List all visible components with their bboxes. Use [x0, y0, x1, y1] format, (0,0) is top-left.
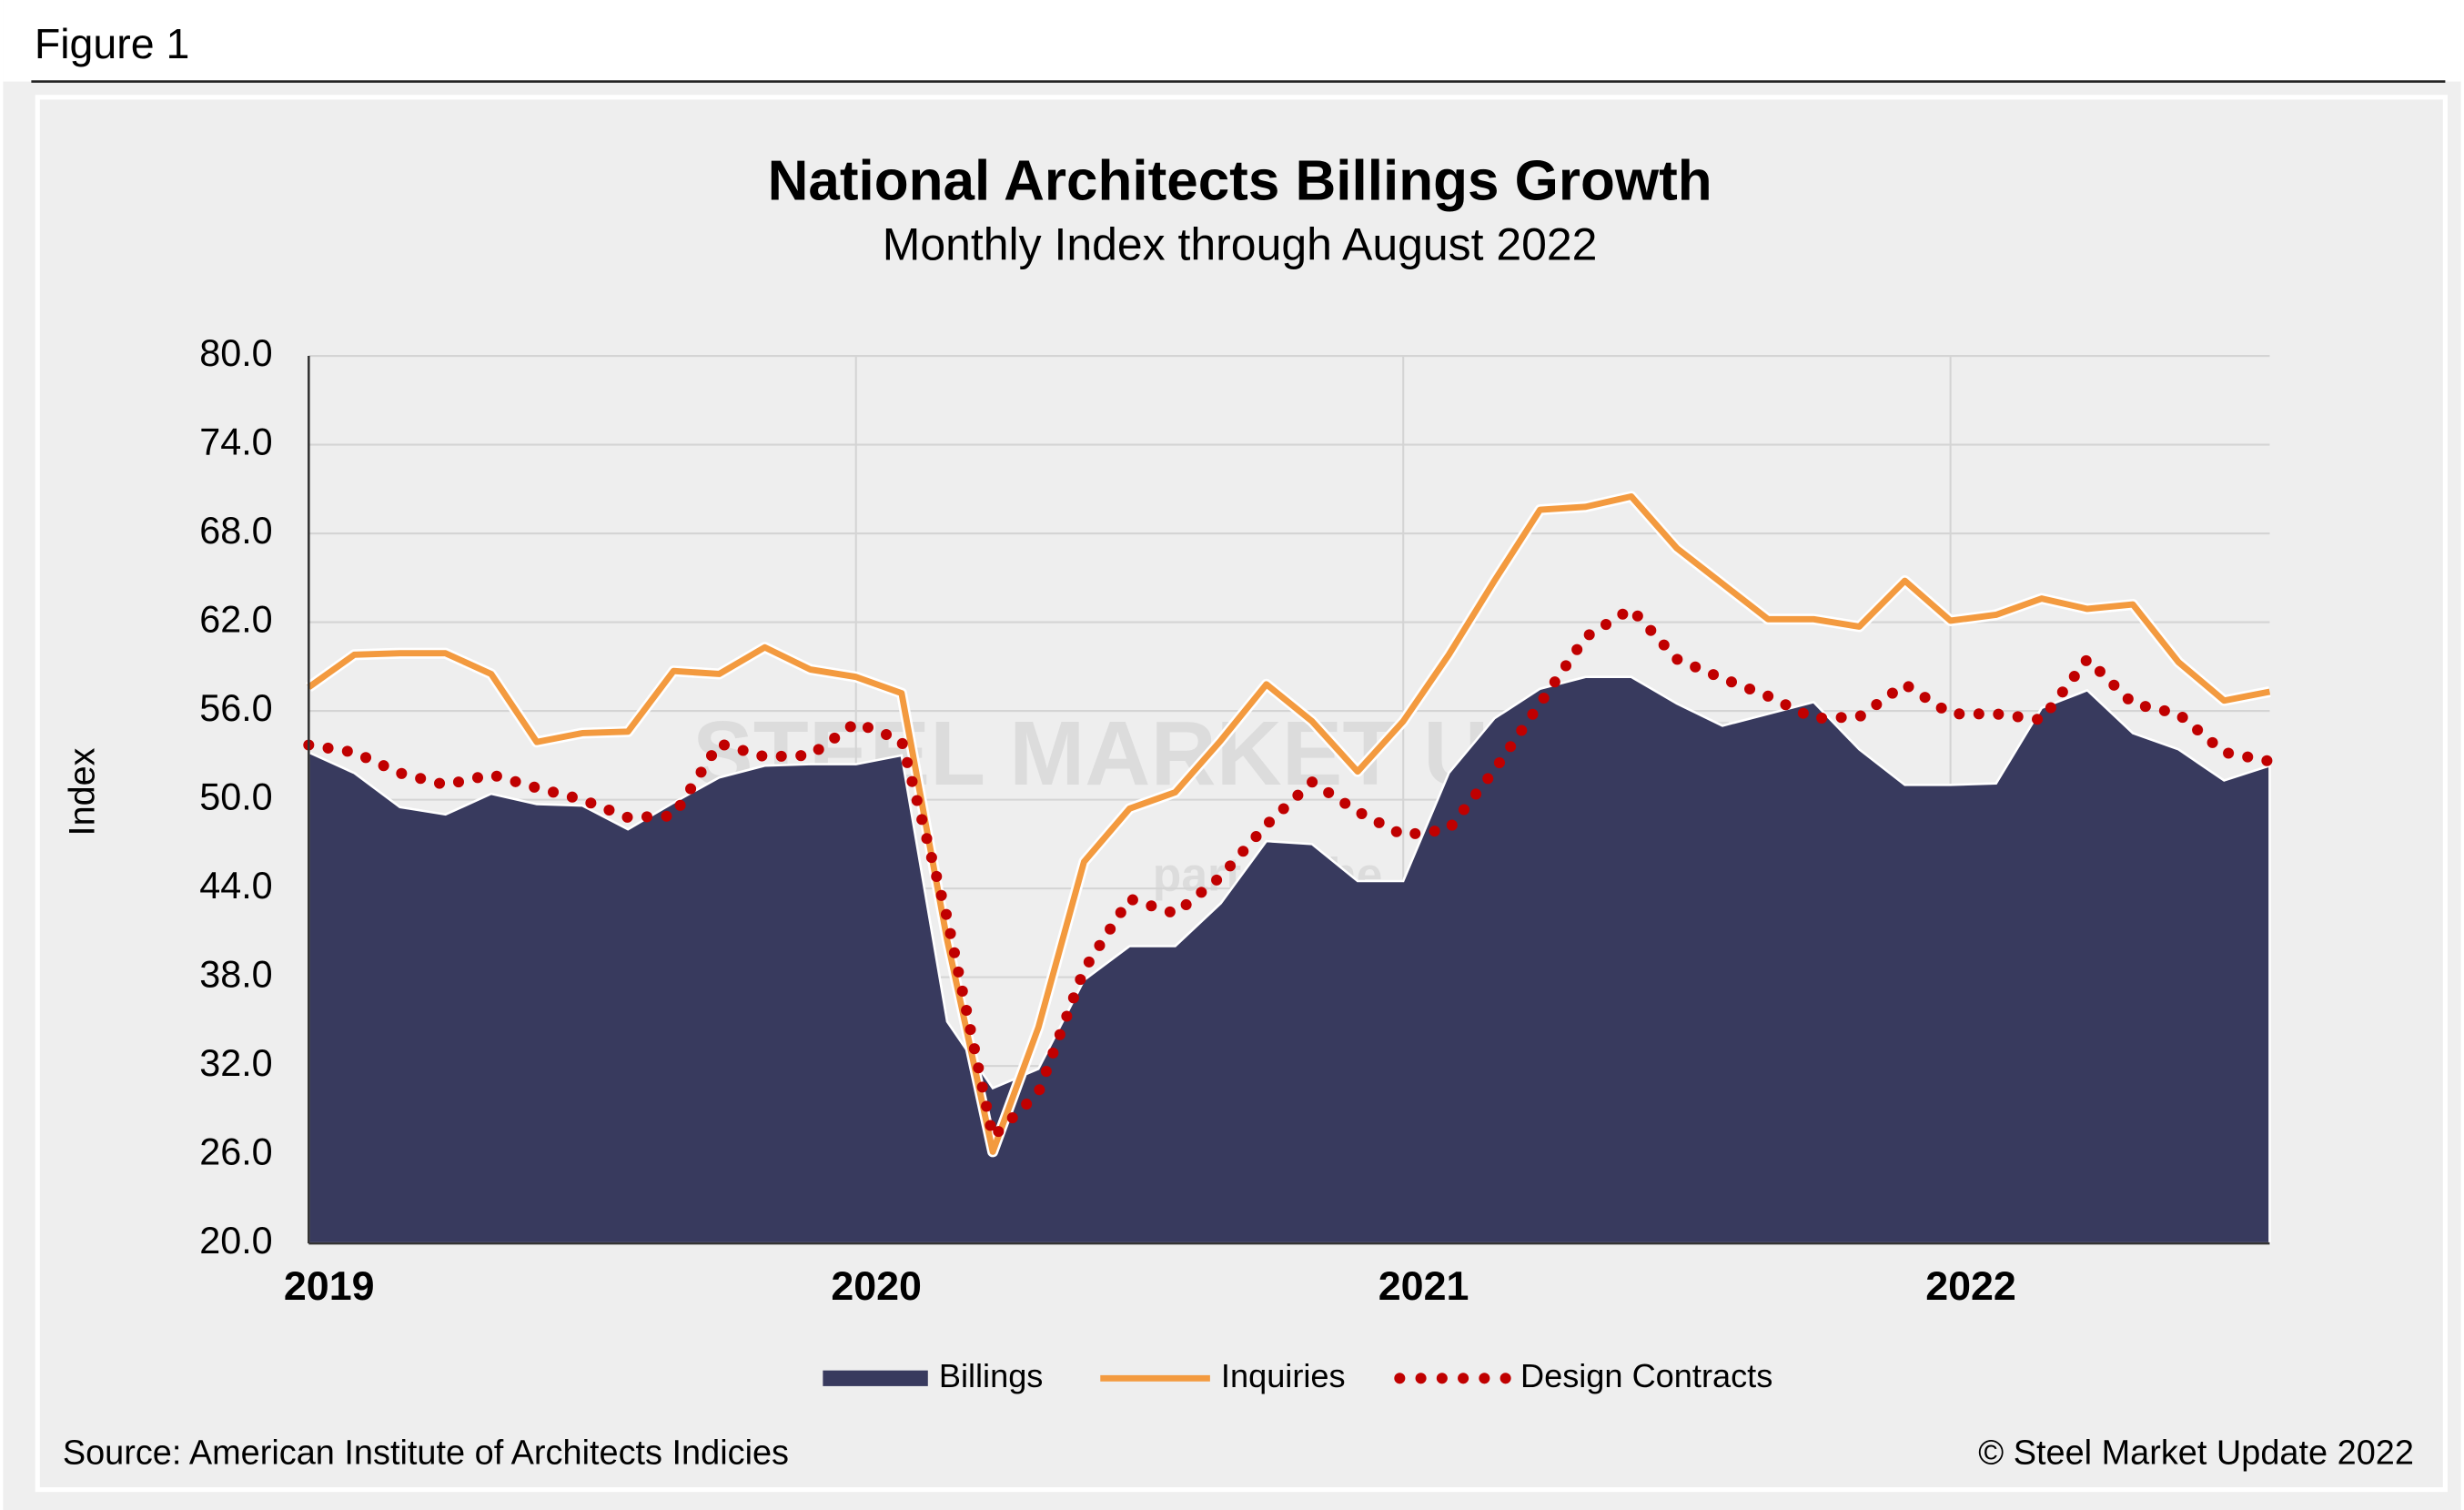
y-tick-label: 32.0 — [199, 1042, 272, 1084]
header-band — [3, 0, 2461, 82]
x-tick-label: 2019 — [284, 1263, 375, 1309]
y-tick-label: 38.0 — [199, 954, 272, 996]
y-tick-label: 80.0 — [199, 332, 272, 374]
y-tick-label: 26.0 — [199, 1131, 272, 1173]
y-tick-label: 44.0 — [199, 865, 272, 907]
x-tick-label: 2020 — [831, 1263, 922, 1309]
chart-subtitle: Monthly Index through August 2022 — [883, 218, 1598, 269]
x-tick-label: 2022 — [1925, 1263, 2016, 1309]
y-tick-label: 68.0 — [199, 510, 272, 552]
y-axis-label: Index — [62, 747, 102, 836]
legend-label: Billings — [939, 1357, 1044, 1394]
figure-label: Figure 1 — [35, 20, 190, 67]
y-tick-label: 20.0 — [199, 1220, 272, 1262]
y-tick-label: 74.0 — [199, 421, 272, 462]
line — [307, 493, 2271, 1155]
y-tick-label: 56.0 — [199, 687, 272, 729]
credit: © Steel Market Update 2022 — [1978, 1434, 2414, 1473]
y-tick-label: 50.0 — [199, 776, 272, 818]
legend-label: Design Contracts — [1520, 1357, 1772, 1394]
legend-label: Inquiries — [1221, 1357, 1346, 1394]
area — [308, 675, 2271, 1245]
y-tick-label: 62.0 — [199, 599, 272, 641]
dotted-line — [303, 602, 2276, 1149]
legend-swatch — [823, 1370, 928, 1386]
source: Source: American Institute of Architects… — [63, 1434, 789, 1473]
x-tick-label: 2021 — [1378, 1263, 1469, 1309]
chart-title: National Architects Billings Growth — [768, 150, 1712, 213]
